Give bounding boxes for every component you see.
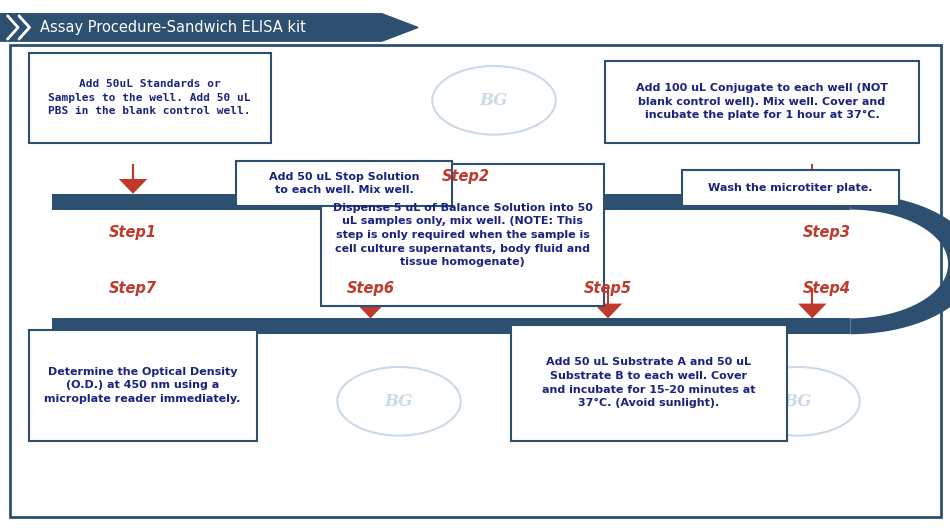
Text: BG: BG xyxy=(104,393,133,410)
Bar xyxy=(321,164,604,306)
Text: BG: BG xyxy=(385,393,413,410)
Polygon shape xyxy=(798,179,826,194)
Bar xyxy=(28,53,271,143)
Polygon shape xyxy=(594,304,622,318)
Bar xyxy=(52,194,850,210)
Text: Step3: Step3 xyxy=(803,225,850,240)
Bar xyxy=(10,45,940,517)
Text: Add 50 uL Substrate A and 50 uL
Substrate B to each well. Cover
and incubate for: Add 50 uL Substrate A and 50 uL Substrat… xyxy=(542,357,755,408)
Polygon shape xyxy=(850,194,950,334)
Bar xyxy=(511,325,787,441)
Polygon shape xyxy=(451,210,480,224)
Bar xyxy=(52,318,850,334)
Text: Add 50uL Standards or
Samples to the well. Add 50 uL
PBS in the blank control we: Add 50uL Standards or Samples to the wel… xyxy=(48,79,251,116)
Polygon shape xyxy=(798,304,826,318)
Text: BG: BG xyxy=(480,92,508,109)
Bar xyxy=(28,330,256,441)
Polygon shape xyxy=(119,334,147,349)
Text: Dispense 5 uL of Balance Solution into 50
uL samples only, mix well. (NOTE: This: Dispense 5 uL of Balance Solution into 5… xyxy=(332,203,593,267)
Text: BG: BG xyxy=(736,92,765,109)
Bar xyxy=(605,61,919,143)
Text: Wash the microtiter plate.: Wash the microtiter plate. xyxy=(708,183,873,193)
Text: Assay Procedure-Sandwich ELISA kit: Assay Procedure-Sandwich ELISA kit xyxy=(40,20,306,35)
Text: Add 100 uL Conjugate to each well (NOT
blank control well). Mix well. Cover and
: Add 100 uL Conjugate to each well (NOT b… xyxy=(636,83,888,120)
Polygon shape xyxy=(356,304,385,318)
Text: BG: BG xyxy=(784,393,812,410)
Text: Determine the Optical Density
(O.D.) at 450 nm using a
microplate reader immedia: Determine the Optical Density (O.D.) at … xyxy=(45,367,240,404)
Text: Add 50 uL Stop Solution
to each well. Mix well.: Add 50 uL Stop Solution to each well. Mi… xyxy=(269,172,419,195)
Text: Step5: Step5 xyxy=(584,281,632,296)
Bar xyxy=(682,170,899,206)
Text: Step1: Step1 xyxy=(109,225,157,240)
Text: Step2: Step2 xyxy=(442,169,489,184)
Polygon shape xyxy=(119,179,147,194)
FancyArrow shape xyxy=(0,14,418,41)
Text: Step6: Step6 xyxy=(347,281,394,296)
Text: BG: BG xyxy=(162,92,190,109)
Text: Step7: Step7 xyxy=(109,281,157,296)
Bar xyxy=(236,161,452,206)
Text: Step4: Step4 xyxy=(803,281,850,296)
